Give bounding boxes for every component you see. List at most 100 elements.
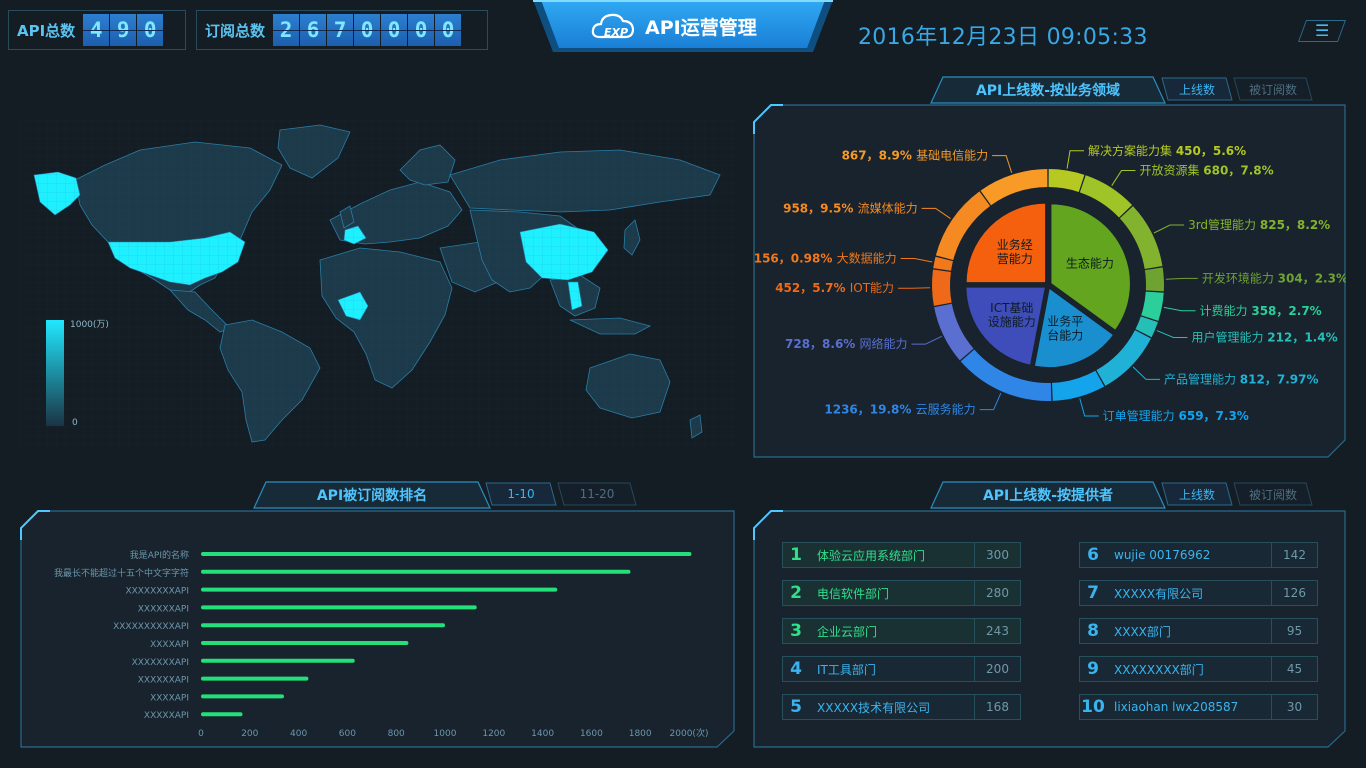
provider-rank: 6 — [1087, 545, 1099, 565]
provider-row[interactable]: 7 XXXXX有限公司 126 — [1079, 580, 1318, 606]
donut-label: 用户管理能力 212，1.4% — [1191, 330, 1337, 345]
donut-outer-segment — [935, 191, 991, 260]
provider-tab-subscribed[interactable]: 被订阅数 — [1232, 482, 1314, 506]
logo-text: EXP — [604, 26, 628, 39]
donut-label-value: 958，9.5% — [783, 201, 858, 215]
donut-label-name: 基础电信能力 — [916, 149, 988, 163]
bar-x-tick-label: 800 — [388, 729, 405, 739]
bar-x-tick-label: 1200 — [482, 729, 505, 739]
donut-inner-segment — [964, 286, 1047, 367]
provider-name: XXXXXXXX部门 — [1114, 662, 1204, 677]
donut-leader-line — [1163, 306, 1196, 312]
provider-rank: 3 — [790, 621, 802, 641]
ranking-tab-11-20-label: 11-20 — [579, 487, 615, 501]
donut-label-value: 1236，19.8% — [824, 403, 915, 417]
donut-outer-segment — [1141, 291, 1164, 321]
bar — [201, 587, 558, 592]
provider-rank: 8 — [1087, 621, 1099, 641]
donut-label-value: 304，2.3% — [1278, 271, 1346, 285]
donut-leader-line — [1132, 366, 1160, 380]
bar-category-label: XXXXAPI — [150, 693, 189, 703]
provider-row[interactable]: 9 XXXXXXXX部门 45 — [1079, 656, 1318, 682]
donut-inner-label: 业务平 — [1047, 314, 1083, 329]
bar-x-tick-label: 600 — [339, 729, 356, 739]
subscribe-total-digit: 0 — [408, 14, 435, 46]
donut-label-name: IOT能力 — [850, 281, 894, 295]
donut-outer-segment — [1144, 267, 1164, 292]
donut-outer-segment — [960, 349, 1052, 401]
provider-value: 300 — [974, 543, 1020, 567]
page-title: API运营管理 — [645, 17, 757, 39]
donut-inner-segment — [965, 202, 1047, 284]
bar-category-label: XXXXXAPI — [144, 711, 189, 721]
donut-inner-label: 生态能力 — [1066, 257, 1114, 271]
provider-panel-title: API上线数-按提供者 — [982, 488, 1114, 504]
provider-tab-online[interactable]: 上线数 — [1160, 482, 1234, 506]
provider-value: 200 — [974, 657, 1020, 681]
bar — [201, 605, 477, 610]
provider-name: XXXXX有限公司 — [1114, 586, 1204, 601]
provider-row[interactable]: 1 体验云应用系统部门 300 — [782, 542, 1021, 568]
provider-row[interactable]: 8 XXXX部门 95 — [1079, 618, 1318, 644]
donut-leader-line — [1079, 398, 1099, 417]
provider-row[interactable]: 5 XXXXX技术有限公司 168 — [782, 694, 1021, 720]
api-total-digit: 4 — [83, 14, 110, 46]
bar-category-label: 我是API的名称 — [130, 549, 189, 561]
donut-label-value: 358，2.7% — [1251, 304, 1321, 318]
bar — [201, 623, 445, 628]
title-banner — [533, 0, 833, 52]
bar-x-tick-label: 0 — [198, 729, 204, 739]
provider-row[interactable]: 3 企业云部门 243 — [782, 618, 1021, 644]
provider-value: 142 — [1271, 543, 1317, 567]
donut-label: 产品管理能力 812，7.97% — [1164, 371, 1319, 386]
donut-label: 867，8.9% 基础电信能力 — [842, 149, 989, 163]
provider-row[interactable]: 4 IT工具部门 200 — [782, 656, 1021, 682]
donut-inner-label: 台能力 — [1047, 328, 1083, 343]
bar-category-label: XXXXAPI — [150, 640, 189, 650]
bar — [201, 676, 309, 681]
donut-label-value: 825，8.2% — [1260, 218, 1330, 232]
donut-tab-online[interactable]: 上线数 — [1160, 77, 1234, 101]
donut-label-name: 订单管理能力 — [1103, 408, 1179, 423]
provider-row[interactable]: 6 wujie 00176962 142 — [1079, 542, 1318, 568]
map-legend-bar — [46, 320, 64, 426]
provider-rank: 10 — [1081, 697, 1105, 717]
provider-name: XXXX部门 — [1114, 624, 1171, 639]
donut-leader-line — [1165, 277, 1198, 280]
donut-label-name: 流媒体能力 — [858, 201, 918, 215]
donut-label: 计费能力 358，2.7% — [1200, 304, 1322, 318]
donut-inner-segment — [1033, 286, 1115, 369]
donut-label-name: 开发环境能力 — [1202, 270, 1278, 285]
provider-name: 体验云应用系统部门 — [817, 548, 926, 563]
provider-panel-frame — [753, 510, 1346, 748]
provider-value: 243 — [974, 619, 1020, 643]
donut-outer-segment — [1079, 175, 1133, 218]
donut-label-name: 开放资源集 — [1139, 163, 1203, 178]
api-total-counter: API总数 4 9 0 — [8, 10, 186, 50]
donut-inner-label: 营能力 — [997, 252, 1033, 266]
donut-outer-segment — [1048, 169, 1085, 192]
bar — [201, 658, 355, 663]
ranking-tab-1-10[interactable]: 1-10 — [484, 482, 558, 506]
donut-chart: 解决方案能力集 450，5.6% 开放资源集 680，7.8% 3rd管理能力 82… — [754, 143, 1346, 423]
donut-tab-subscribed-label: 被订阅数 — [1248, 82, 1297, 97]
donut-label-value: 450，5.6% — [1176, 144, 1246, 158]
donut-inner-label: ICT基础 — [990, 301, 1033, 315]
donut-tab-subscribed[interactable]: 被订阅数 — [1232, 77, 1314, 101]
bar-category-label: 我最长不能超过十五个中文字字符 — [54, 567, 189, 579]
donut-outer-segment — [933, 256, 953, 271]
provider-row[interactable]: 10 lixiaohan lwx208587 30 — [1079, 694, 1318, 720]
donut-outer-segment — [932, 269, 952, 306]
bar-x-tick-label: 1400 — [531, 729, 554, 739]
ranking-tab-11-20[interactable]: 11-20 — [556, 482, 638, 506]
provider-rank: 7 — [1087, 583, 1099, 603]
provider-name: wujie 00176962 — [1114, 548, 1211, 562]
provider-row[interactable]: 2 电信软件部门 280 — [782, 580, 1021, 606]
provider-value: 95 — [1271, 619, 1317, 643]
menu-button[interactable]: ☰ — [1297, 20, 1347, 42]
donut-label-name: 云服务能力 — [916, 402, 976, 417]
donut-inner-label: 业务经 — [997, 237, 1033, 252]
ranking-panel-title-tab: API被订阅数排名 — [252, 481, 492, 509]
provider-name: 电信软件部门 — [817, 586, 890, 601]
